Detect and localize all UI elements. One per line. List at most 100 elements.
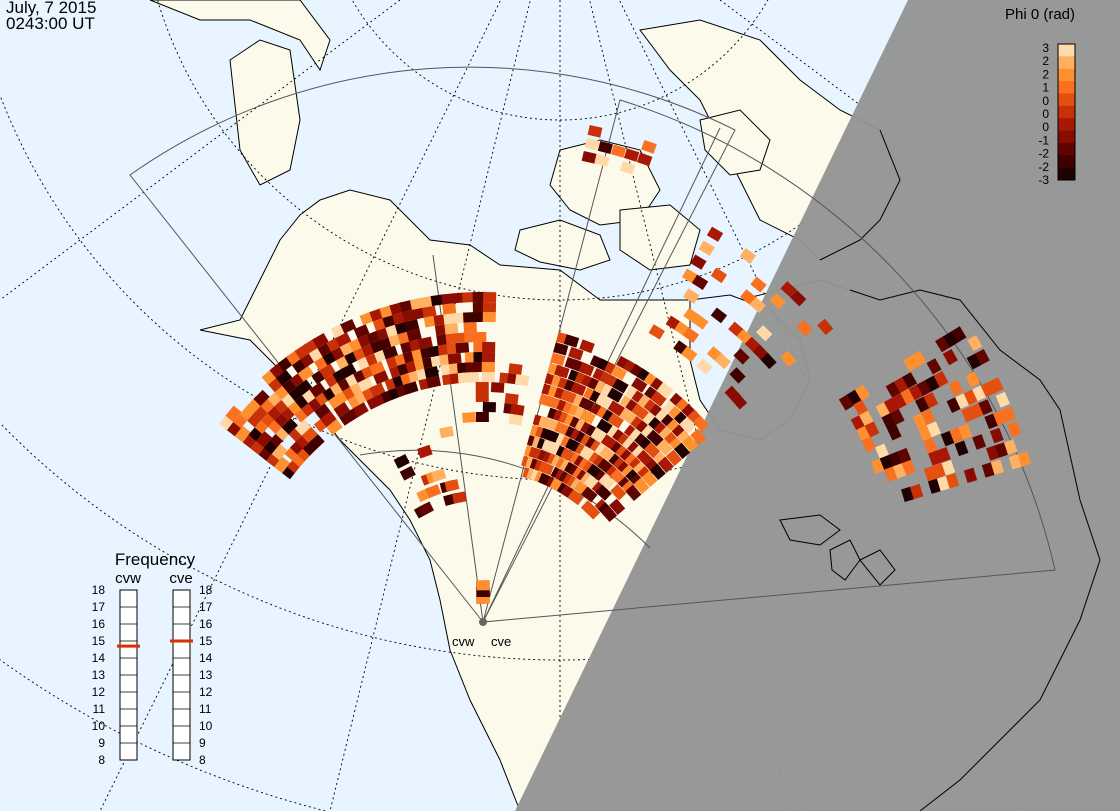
scatter-cell	[587, 124, 603, 138]
scatter-cell	[942, 348, 958, 366]
scatter-cell	[382, 345, 399, 360]
scatter-cell	[610, 365, 628, 381]
frequency-tick-label: 16	[199, 617, 213, 631]
frequency-marker-cvw	[117, 644, 140, 648]
scatter-cell	[650, 390, 667, 407]
scatter-cell	[281, 418, 298, 435]
scatter-cell	[554, 421, 571, 436]
scatter-cell	[989, 427, 1004, 444]
scatter-cell	[1008, 454, 1023, 470]
timestamp: July, 7 2015 0243:00 UT	[6, 0, 96, 32]
scatter-cell	[353, 324, 370, 339]
frequency-tick-label: 9	[98, 736, 105, 750]
scatter-cell	[850, 414, 866, 432]
scatter-cell	[656, 382, 674, 399]
scatter-cell	[609, 498, 626, 516]
frequency-tick-label: 17	[199, 600, 213, 614]
frequency-tick-label: 15	[199, 634, 213, 648]
scatter-cell	[885, 381, 901, 398]
scatter-cell	[426, 375, 441, 389]
scatter-cell	[683, 288, 700, 304]
scatter-cell	[881, 413, 897, 430]
scatter-cell	[578, 397, 595, 412]
scatter-cell	[710, 267, 728, 284]
scatter-cell	[900, 486, 915, 502]
colorbar-swatch	[1058, 44, 1075, 57]
scatter-cell	[417, 444, 433, 459]
scatter-cell	[482, 301, 497, 313]
scatter-cell	[682, 327, 700, 343]
scatter-cell	[425, 484, 442, 499]
scatter-cell	[462, 412, 476, 423]
scatter-cell	[927, 478, 942, 494]
scatter-cell	[483, 291, 497, 303]
scatter-cell	[674, 442, 691, 460]
scatter-cell	[886, 424, 902, 441]
scatter-cell	[403, 381, 419, 395]
fov-range-arc	[359, 449, 651, 549]
colorbar-tick-label: 1	[1042, 81, 1049, 95]
scatter-cell	[459, 372, 473, 384]
scatter-cell	[641, 139, 657, 154]
colorbar-tick-label: 0	[1042, 120, 1049, 134]
scatter-cell	[393, 453, 410, 469]
scatter-cell	[554, 364, 570, 379]
scatter-cell	[553, 342, 569, 356]
scatter-cell	[692, 313, 709, 330]
scatter-cell	[595, 393, 612, 409]
scatter-cell	[846, 389, 863, 406]
scatter-cell	[619, 161, 636, 175]
scatter-cell	[967, 335, 983, 352]
scatter-cell	[320, 411, 337, 428]
radar-label-east: cve	[491, 634, 511, 649]
scatter-cell	[508, 413, 523, 426]
frequency-tick-label: 18	[199, 583, 213, 597]
scatter-cell	[340, 319, 357, 334]
scatter-cell	[780, 281, 797, 298]
scatter-cell	[883, 397, 899, 414]
scatter-cell	[769, 293, 786, 310]
frequency-tick-label: 16	[92, 617, 106, 631]
scatter-cell	[892, 392, 908, 410]
scatter-cell	[902, 372, 918, 389]
scatter-cell	[581, 150, 597, 164]
scatter-cell	[578, 362, 595, 377]
scatter-cell	[948, 379, 964, 396]
colorbar-tick-label: -2	[1038, 160, 1049, 174]
scatter-cell	[301, 426, 318, 443]
time-label: 0243:00 UT	[6, 14, 95, 33]
scatter-cell	[225, 405, 242, 422]
scatter-cell	[756, 325, 773, 342]
night-coastlines	[779, 129, 1101, 811]
scatter-cell	[473, 331, 487, 343]
scatter-cell	[444, 323, 459, 335]
scatter-cell	[856, 425, 871, 442]
scatter-cell	[875, 401, 891, 418]
scatter-cell	[274, 456, 291, 474]
scatter-cell	[838, 394, 855, 411]
radar-label-west: cvw	[452, 634, 475, 649]
scatter-cell	[859, 410, 874, 427]
colorbar-swatch	[1058, 105, 1075, 119]
colorbar-tick-label: 0	[1042, 94, 1049, 108]
scatter-cell	[649, 463, 666, 481]
scatter-cell	[893, 376, 909, 394]
scatter-cell	[972, 434, 987, 450]
scatter-cell	[482, 311, 496, 323]
scatter-cell	[935, 336, 951, 353]
scatter-cell	[430, 294, 445, 307]
colorbar-swatch	[1058, 167, 1075, 181]
colorbar-title: Phi 0 (rad)	[1005, 6, 1075, 23]
scatter-cell	[579, 339, 595, 354]
scatter-cell	[510, 403, 525, 416]
scatter-cell	[750, 276, 767, 293]
scatter-cell	[951, 326, 967, 343]
frequency-tick-label: 11	[93, 702, 106, 716]
scatter-cell	[679, 417, 696, 434]
frequency-tick-label: 15	[92, 634, 106, 648]
scatter-cell	[256, 431, 273, 448]
scatter-cell	[656, 439, 673, 456]
scatter-cell	[583, 503, 601, 520]
scatter-cell	[567, 489, 584, 506]
